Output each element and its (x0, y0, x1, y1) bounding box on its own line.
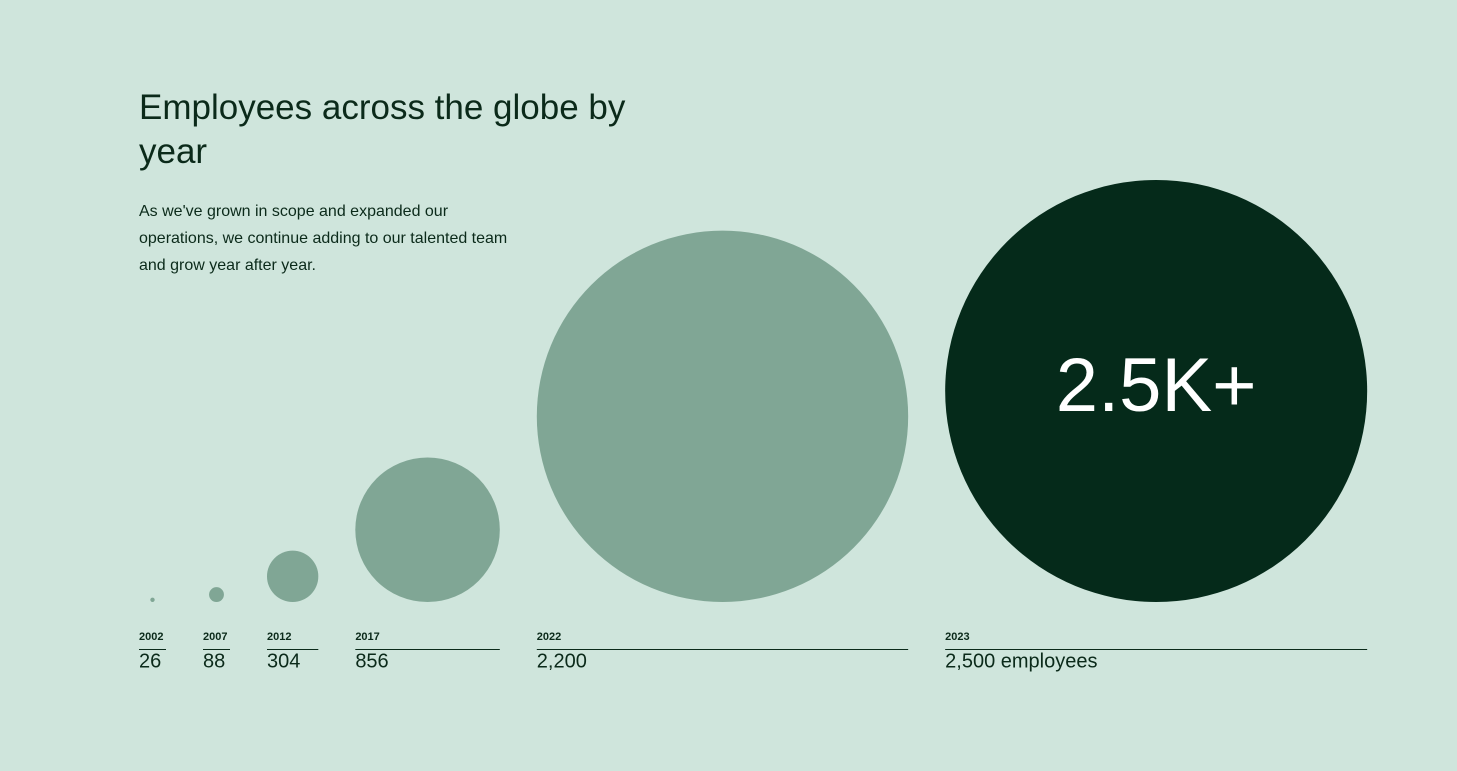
value-label: 88 (203, 650, 225, 672)
chart-title: Employees across the globe by year (139, 88, 626, 171)
value-label: 26 (139, 650, 161, 672)
year-label: 2007 (203, 631, 227, 643)
bubble (209, 587, 224, 602)
bubble (536, 230, 909, 602)
chart-subtitle: As we've grown in scope and expanded our… (139, 203, 508, 274)
year-label: 2023 (945, 631, 969, 643)
bubble (945, 180, 1368, 602)
bubble-annotation: 2.5K+ (1056, 343, 1257, 428)
year-label: 2002 (139, 631, 163, 643)
value-label: 856 (355, 650, 388, 672)
year-label: 2022 (537, 631, 561, 643)
bubble (267, 550, 319, 602)
year-label: 2017 (355, 631, 379, 643)
year-label: 2012 (267, 631, 291, 643)
value-label: 2,200 (537, 650, 587, 672)
bubble (355, 457, 500, 602)
value-label: 304 (267, 650, 300, 672)
value-label: 2,500 employees (945, 650, 1097, 672)
bubble (150, 597, 155, 602)
